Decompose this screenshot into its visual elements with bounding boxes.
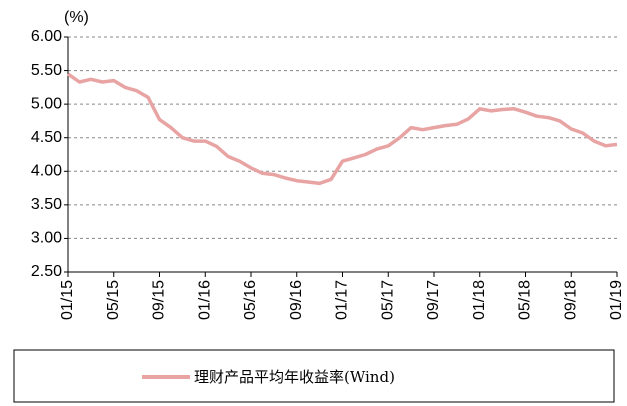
x-tick-label: 09/15 bbox=[151, 280, 168, 320]
series-line bbox=[66, 72, 618, 186]
y-unit-label: (%) bbox=[64, 9, 89, 26]
y-tick-label: 2.50 bbox=[31, 263, 62, 280]
x-tick-label: 05/18 bbox=[517, 280, 534, 320]
x-tick-label: 05/17 bbox=[379, 280, 396, 320]
x-tick-label: 01/15 bbox=[59, 280, 76, 320]
x-tick-label: 01/17 bbox=[334, 280, 351, 320]
x-tick-label: 05/16 bbox=[242, 280, 259, 320]
y-tick-label: 3.00 bbox=[31, 230, 62, 247]
y-tick-label: 4.00 bbox=[31, 163, 62, 180]
y-tick-label: 5.50 bbox=[31, 62, 62, 79]
x-tick-label: 05/15 bbox=[105, 280, 122, 320]
x-tick-label: 09/18 bbox=[562, 280, 579, 320]
x-tick-label: 01/16 bbox=[196, 280, 213, 320]
x-tick-label: 09/17 bbox=[425, 280, 442, 320]
legend-label: 理财产品平均年收益率(Wind) bbox=[194, 368, 395, 386]
x-tick-label: 01/18 bbox=[471, 280, 488, 320]
x-tick-label: 01/19 bbox=[608, 280, 625, 320]
x-tick-label: 09/16 bbox=[288, 280, 305, 320]
y-tick-label: 3.50 bbox=[31, 196, 62, 213]
y-tick-label: 5.00 bbox=[31, 95, 62, 112]
y-tick-label: 6.00 bbox=[31, 28, 62, 45]
y-tick-label: 4.50 bbox=[31, 129, 62, 146]
legend-box bbox=[13, 349, 615, 403]
